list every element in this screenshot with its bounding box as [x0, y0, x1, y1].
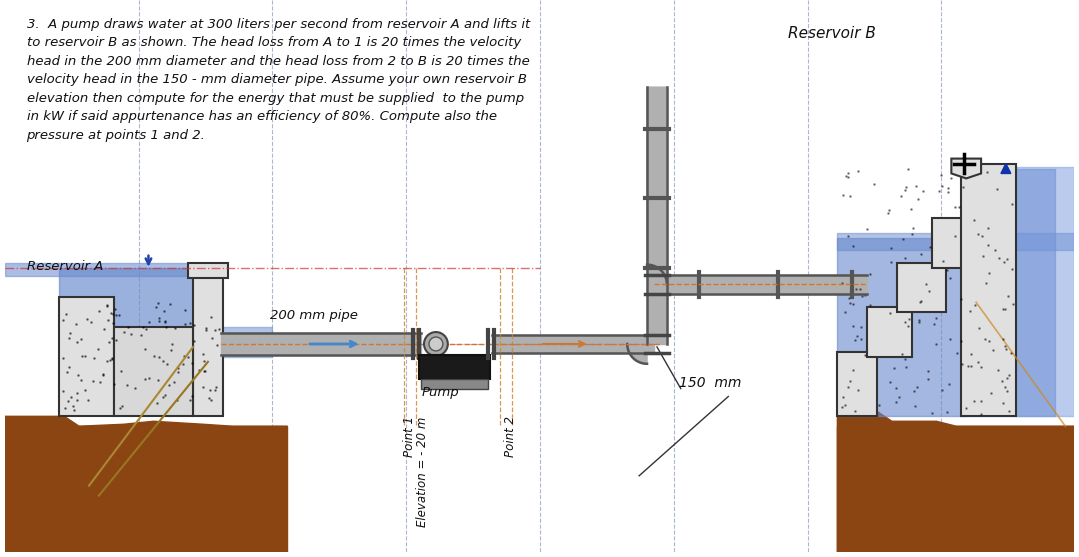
Text: Elevation = - 20 m: Elevation = - 20 m — [415, 416, 428, 527]
Text: Point 1: Point 1 — [402, 416, 415, 457]
Polygon shape — [59, 267, 193, 327]
Bar — [421, 379, 489, 389]
Polygon shape — [4, 416, 287, 552]
Polygon shape — [837, 233, 1075, 250]
Polygon shape — [952, 159, 981, 178]
Polygon shape — [4, 426, 287, 552]
Polygon shape — [1001, 164, 1011, 173]
Polygon shape — [837, 426, 1075, 552]
Polygon shape — [897, 263, 946, 312]
Polygon shape — [1014, 167, 1075, 416]
Text: Reservoir B: Reservoir B — [788, 26, 876, 41]
Polygon shape — [193, 267, 222, 416]
Polygon shape — [961, 169, 1055, 416]
Text: Pump: Pump — [422, 387, 460, 399]
Text: Point 2: Point 2 — [504, 416, 517, 457]
Polygon shape — [837, 352, 877, 416]
Circle shape — [429, 337, 442, 351]
Polygon shape — [188, 263, 228, 277]
Text: 200 mm pipe: 200 mm pipe — [271, 309, 358, 322]
Text: Reservoir A: Reservoir A — [27, 260, 103, 272]
Polygon shape — [837, 238, 966, 416]
Polygon shape — [59, 297, 113, 416]
Polygon shape — [627, 344, 647, 364]
Polygon shape — [647, 87, 667, 285]
Text: 150  mm: 150 mm — [679, 375, 741, 389]
Bar — [419, 355, 491, 379]
Circle shape — [424, 332, 448, 356]
Text: 3.  A pump draws water at 300 liters per second from reservoir A and lifts it
to: 3. A pump draws water at 300 liters per … — [27, 18, 530, 142]
Polygon shape — [931, 218, 976, 267]
Polygon shape — [113, 327, 193, 416]
Polygon shape — [961, 164, 1015, 416]
Polygon shape — [221, 327, 272, 357]
Polygon shape — [837, 412, 1075, 552]
Polygon shape — [4, 263, 203, 276]
Polygon shape — [868, 307, 912, 357]
